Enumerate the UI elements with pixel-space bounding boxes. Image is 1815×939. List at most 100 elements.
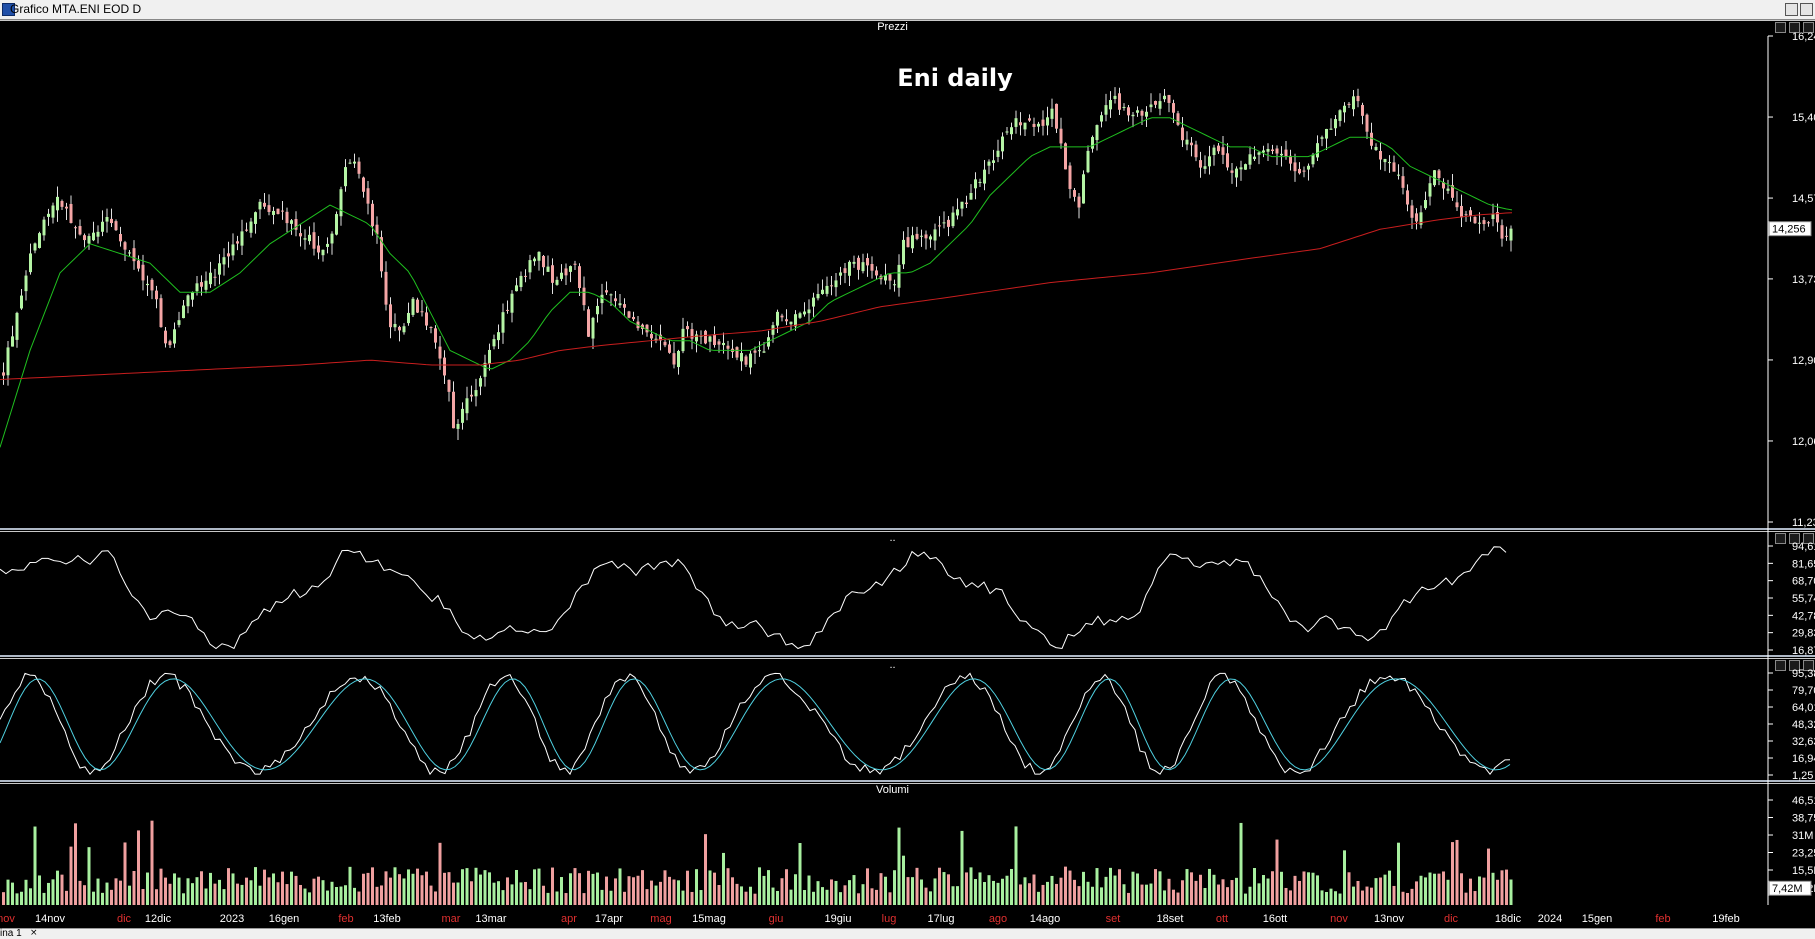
pane-minimize-icon[interactable] — [1775, 660, 1786, 671]
sheet-tab-close-icon[interactable]: × — [30, 928, 38, 938]
volume-bar — [996, 882, 1000, 905]
volume-bar — [1019, 884, 1022, 905]
price-candle — [1100, 115, 1103, 122]
price-candle — [1050, 108, 1054, 119]
volume-bar — [992, 880, 995, 905]
pane-minimize-icon[interactable] — [1775, 533, 1786, 544]
price-candle — [848, 261, 851, 276]
rsi-tick-label: 55,74 — [1792, 593, 1815, 605]
volume-bar — [695, 869, 698, 905]
sheet-tab-bar: ina 1 × — [0, 928, 1815, 939]
volume-bar — [402, 878, 406, 905]
volume-bar — [834, 880, 838, 905]
price-candle — [398, 326, 401, 331]
pane-close-icon[interactable] — [1803, 22, 1814, 33]
volume-bar — [2, 892, 5, 905]
volume-bar — [1230, 880, 1234, 905]
price-candle — [1383, 158, 1387, 163]
price-candle — [519, 275, 523, 288]
volume-bar — [245, 877, 248, 905]
volume-bar — [51, 879, 55, 905]
close-icon[interactable] — [1800, 3, 1813, 16]
sheet-tab[interactable]: ina 1 — [0, 928, 22, 939]
price-candle — [222, 257, 226, 265]
x-tick-label: 16gen — [269, 913, 300, 925]
price-candle — [1028, 118, 1031, 121]
volume-bar — [785, 869, 788, 905]
volume-bar — [1311, 872, 1315, 905]
price-candle — [1041, 119, 1045, 126]
price-candle — [294, 219, 298, 230]
volume-bar — [929, 891, 932, 905]
price-candle — [501, 312, 505, 333]
rsi-tick-label: 42,78 — [1792, 610, 1815, 622]
volume-bar — [236, 883, 239, 905]
price-candle — [771, 325, 775, 335]
volume-bar — [848, 880, 851, 905]
price-candle — [1298, 168, 1301, 174]
pane-minimize-icon[interactable] — [1775, 22, 1786, 33]
price-candle — [1280, 153, 1283, 156]
price-candle — [1338, 110, 1342, 121]
last-price-label: 14,256 — [1772, 224, 1806, 236]
volume-bar — [875, 889, 878, 905]
pane-separator[interactable] — [0, 655, 1815, 657]
restore-icon[interactable] — [1785, 3, 1798, 16]
volume-bar — [321, 880, 325, 905]
pane-separator[interactable] — [0, 528, 1815, 530]
volume-bar — [951, 886, 955, 905]
price-candle — [2, 372, 5, 376]
price-candle — [1500, 225, 1504, 239]
price-candle — [546, 266, 550, 272]
price-candle — [411, 298, 415, 315]
volume-bar — [911, 877, 914, 905]
volume-bar — [164, 877, 167, 905]
pane-separator[interactable] — [0, 780, 1815, 782]
price-candle — [1248, 154, 1252, 165]
price-candle — [497, 332, 500, 341]
pane-maximize-icon[interactable] — [1789, 22, 1800, 33]
price-candle — [933, 229, 937, 241]
price-candle — [542, 255, 545, 268]
price-candle — [920, 235, 923, 237]
price-candle — [56, 196, 59, 211]
volume-tick-label: 15,5M — [1792, 865, 1815, 877]
price-candle — [1077, 196, 1081, 208]
volume-bar — [425, 871, 428, 905]
price-candle — [177, 320, 181, 325]
volume-bar — [510, 884, 514, 905]
price-candle — [236, 241, 239, 244]
price-candle — [632, 316, 635, 320]
volume-bar — [1163, 890, 1166, 905]
volume-bar — [105, 882, 109, 905]
pane-maximize-icon[interactable] — [1789, 533, 1800, 544]
pane-maximize-icon[interactable] — [1789, 660, 1800, 671]
price-candle — [1091, 137, 1094, 149]
volume-bar — [1176, 892, 1180, 905]
volume-bar — [191, 883, 194, 905]
volume-bar — [47, 882, 50, 905]
volume-bar — [1208, 868, 1211, 905]
price-candle — [929, 236, 932, 240]
price-candle — [380, 237, 383, 272]
price-candle — [1185, 139, 1189, 145]
volume-bar — [1050, 875, 1054, 905]
price-candle — [155, 290, 158, 300]
volume-bar — [974, 879, 977, 905]
price-candle — [609, 294, 613, 296]
pane-close-icon[interactable] — [1803, 660, 1814, 671]
price-candle — [560, 272, 563, 279]
price-candle — [1212, 147, 1216, 156]
price-candle — [839, 272, 842, 276]
price-candle — [533, 258, 536, 262]
price-candle — [965, 202, 968, 205]
volume-bar — [393, 867, 397, 905]
pane-close-icon[interactable] — [1803, 533, 1814, 544]
volume-bar — [1464, 892, 1468, 905]
price-candle — [353, 161, 356, 164]
volume-bar — [1104, 876, 1108, 905]
price-candle — [1424, 200, 1427, 209]
volume-bar — [1487, 848, 1490, 905]
price-candle — [114, 221, 118, 231]
